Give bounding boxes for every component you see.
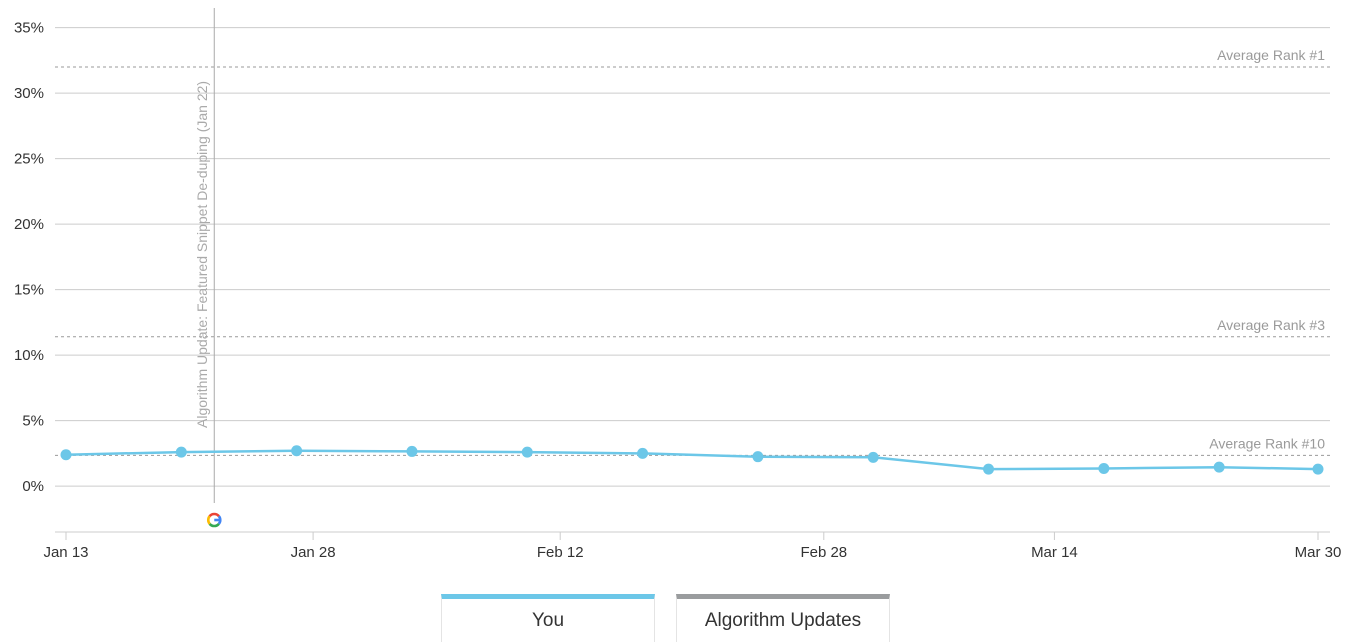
y-tick-label: 20%	[14, 216, 44, 233]
y-tick-label: 5%	[22, 413, 44, 430]
annotation-label: Algorithm Update: Featured Snippet De-du…	[194, 81, 210, 428]
y-tick-label: 0%	[22, 478, 44, 495]
y-tick-label: 30%	[14, 85, 44, 102]
data-point	[1098, 462, 1110, 474]
data-point	[60, 449, 72, 461]
y-tick-label: 15%	[14, 282, 44, 299]
grid	[55, 27, 1330, 487]
google-g-arc	[208, 512, 220, 518]
axes: 0% 5% 10% 15% 20% 25% 30% 35% Jan 13 Jan 28 Feb 12…	[14, 20, 1341, 561]
google-g-arc	[207, 515, 211, 525]
data-point	[521, 446, 533, 458]
x-tick-label: Jan 13	[43, 544, 88, 561]
data-point	[1312, 463, 1324, 475]
x-tick-label: Feb 12	[537, 544, 584, 561]
y-tick-label: 25%	[14, 151, 44, 168]
series	[60, 445, 1324, 475]
annotations: Algorithm Update: Featured Snippet De-du…	[194, 8, 222, 528]
y-tick-label: 35%	[14, 20, 44, 37]
legend: You Algorithm Updates	[441, 594, 890, 642]
data-point	[637, 447, 649, 459]
data-point	[406, 445, 418, 457]
data-point	[291, 445, 303, 457]
legend-label-you: You	[531, 609, 565, 631]
google-g-icon	[207, 512, 222, 528]
chart: Average Rank #1 Average Rank #3 Average Ra…	[14, 8, 1341, 561]
data-point	[1213, 461, 1225, 473]
y-tick-label: 10%	[14, 347, 44, 364]
data-point	[175, 446, 187, 458]
x-tick-label: Jan 28	[291, 544, 336, 561]
reference-line-label: Average Rank #1	[1217, 47, 1325, 63]
data-point	[983, 463, 995, 475]
legend-item-you[interactable]: You	[441, 594, 655, 642]
data-point	[752, 451, 764, 463]
reference-line-label: Average Rank #10	[1209, 435, 1325, 451]
data-point	[867, 451, 879, 463]
x-tick-label: Mar 30	[1295, 544, 1342, 561]
series-line-you	[65, 449, 1319, 471]
legend-item-algorithm-updates[interactable]: Algorithm Updates	[676, 594, 890, 642]
legend-label-algorithm-updates: Algorithm Updates	[704, 609, 862, 631]
x-tick-label: Feb 28	[800, 544, 847, 561]
x-tick-label: Mar 14	[1031, 544, 1078, 561]
reference-lines: Average Rank #1 Average Rank #3 Average Ra…	[55, 47, 1330, 456]
google-g-arc	[208, 522, 220, 528]
reference-line-label: Average Rank #3	[1217, 317, 1325, 333]
